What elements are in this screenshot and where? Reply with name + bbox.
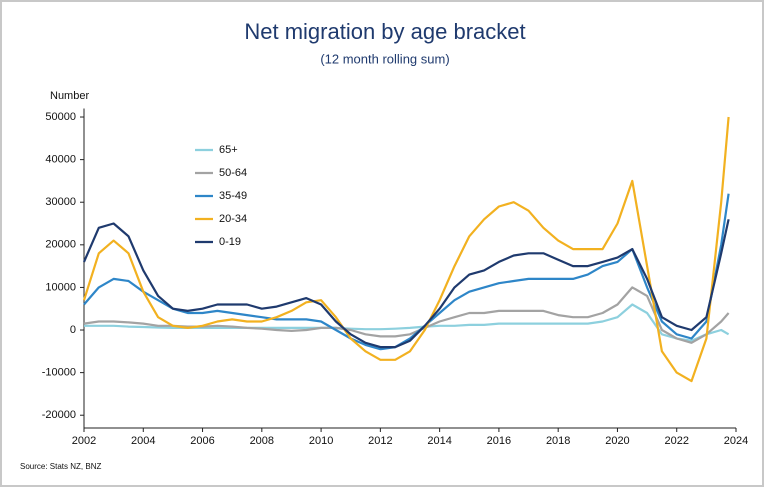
y-tick-label: -20000 [42, 409, 76, 421]
y-tick-label: 20000 [45, 239, 76, 251]
legend-label: 35-49 [219, 190, 247, 202]
legend-label: 20-34 [219, 213, 247, 225]
y-tick-label: 10000 [45, 281, 76, 293]
chart-subtitle: (12 month rolling sum) [320, 51, 449, 66]
line [82, 219, 730, 349]
y-tick-label: 30000 [45, 196, 76, 208]
legend-label: 0-19 [219, 236, 241, 248]
x-tick-label: 2024 [724, 435, 748, 447]
x-tick-label: 2022 [664, 435, 688, 447]
x-tick-label: 2012 [368, 435, 392, 447]
x-tick-label: 2014 [427, 435, 451, 447]
y-tick-label: 0 [70, 324, 76, 336]
x-tick-label: 2002 [72, 435, 96, 447]
line [82, 116, 730, 383]
line [83, 193, 730, 351]
y-tick-label: -10000 [42, 367, 76, 379]
x-tick-label: 2008 [250, 435, 274, 447]
x-tick-label: 2006 [190, 435, 214, 447]
x-tick-label: 2016 [487, 435, 511, 447]
x-tick-label: 2020 [605, 435, 629, 447]
y-tick-label: 50000 [45, 111, 76, 123]
x-tick-label: 2018 [546, 435, 570, 447]
y-tick-label: 40000 [45, 154, 76, 166]
source: Source: Stats NZ, BNZ [20, 462, 101, 471]
legend-label: 50-64 [219, 167, 247, 179]
chart-title: Net migration by age bracket [244, 19, 525, 44]
x-tick-label: 2004 [131, 435, 155, 447]
legend-label: 65+ [219, 144, 238, 156]
y-axis-label: Number [50, 90, 89, 102]
x-tick-label: 2010 [309, 435, 333, 447]
